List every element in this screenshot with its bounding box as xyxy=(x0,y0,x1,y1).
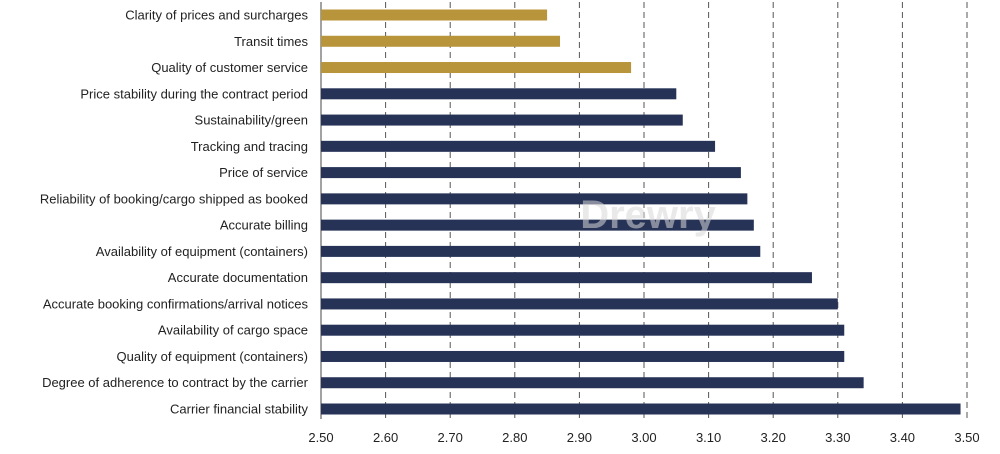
x-tick-label: 3.20 xyxy=(761,430,786,445)
bar xyxy=(321,219,754,231)
bar xyxy=(321,167,741,179)
bar xyxy=(321,324,845,336)
category-label: Availability of cargo space xyxy=(158,323,308,338)
watermark-text: Drewry xyxy=(580,193,716,237)
bar xyxy=(321,140,716,152)
bar xyxy=(321,377,864,389)
bar xyxy=(321,245,761,257)
category-label: Degree of adherence to contract by the c… xyxy=(42,375,309,390)
category-label: Accurate billing xyxy=(220,218,308,233)
category-label: Carrier financial stability xyxy=(170,402,308,417)
category-label: Clarity of prices and surcharges xyxy=(125,8,308,23)
x-tick-label: 3.00 xyxy=(631,430,656,445)
x-tick-label: 2.60 xyxy=(373,430,398,445)
bar xyxy=(321,193,748,205)
bar xyxy=(321,88,677,100)
x-tick-label: 2.80 xyxy=(502,430,527,445)
bar xyxy=(321,35,561,47)
x-tick-label: 2.90 xyxy=(567,430,592,445)
x-tick-label: 2.50 xyxy=(308,430,333,445)
bar xyxy=(321,114,683,126)
x-tick-label: 2.70 xyxy=(438,430,463,445)
bar xyxy=(321,62,632,74)
category-label: Price stability during the contract peri… xyxy=(80,86,308,101)
x-axis-ticks: 2.50 2.60 2.70 2.80 2.90 3.00 3.10 3.20 3.30 3.40… xyxy=(308,430,979,445)
bar xyxy=(321,298,838,310)
bar xyxy=(321,350,845,362)
category-label: Accurate booking confirmations/arrival n… xyxy=(43,296,309,311)
category-label: Accurate documentation xyxy=(168,270,308,285)
category-label: Quality of equipment (containers) xyxy=(117,349,308,364)
category-label: Sustainability/green xyxy=(195,113,308,128)
category-label: Transit times xyxy=(234,34,308,49)
watermark-logo: Drewry xyxy=(580,193,716,237)
category-labels: Clarity of prices and surcharges Transit … xyxy=(40,8,309,417)
x-tick-label: 3.10 xyxy=(696,430,721,445)
x-tick-label: 3.30 xyxy=(825,430,850,445)
category-label: Tracking and tracing xyxy=(191,139,308,154)
x-tick-label: 3.40 xyxy=(890,430,915,445)
category-label: Quality of customer service xyxy=(151,60,308,75)
x-tick-label: 3.50 xyxy=(954,430,979,445)
category-label: Price of service xyxy=(219,165,308,180)
bars-group xyxy=(321,9,961,415)
bar xyxy=(321,9,548,21)
bar xyxy=(321,403,961,415)
category-label: Availability of equipment (containers) xyxy=(96,244,308,259)
category-label: Reliability of booking/cargo shipped as … xyxy=(40,191,308,206)
bar xyxy=(321,272,812,284)
